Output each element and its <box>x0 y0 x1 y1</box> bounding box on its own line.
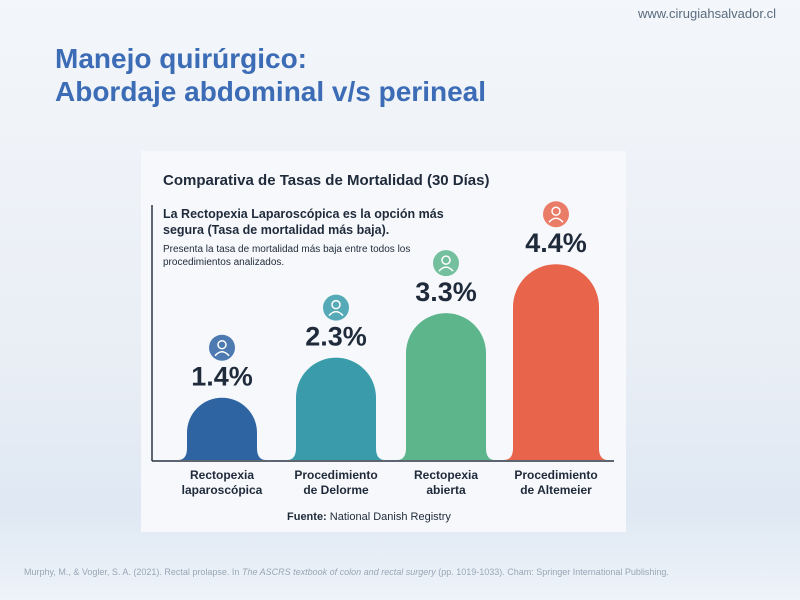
citation: Murphy, M., & Vogler, S. A. (2021). Rect… <box>24 567 669 577</box>
citation-text: (pp. 1019-1033). Cham: Springer Internat… <box>435 567 669 577</box>
icon <box>438 266 454 272</box>
x-tick-label: Rectopexia abierta <box>413 468 479 497</box>
icon <box>214 350 230 357</box>
icon <box>323 294 349 321</box>
bar <box>504 264 608 460</box>
icon <box>548 217 564 223</box>
value-label: 3.3% <box>415 277 477 307</box>
source-label: Fuente: <box>287 511 327 523</box>
icon <box>433 250 459 277</box>
chart-headline: La Rectopexia Laparoscópica es la opción… <box>163 207 444 237</box>
slide-title: Manejo quirúrgico: Abordaje abdominal v/… <box>55 42 486 108</box>
source: Fuente: National Danish Registry <box>287 511 451 523</box>
x-tick-label: Rectopexia laparoscópica <box>181 468 263 497</box>
icon <box>551 206 561 216</box>
icon <box>217 339 227 350</box>
icon <box>209 334 235 361</box>
icon <box>543 201 569 228</box>
value-label: 4.4% <box>525 228 587 258</box>
icon <box>331 299 341 310</box>
citation-text: Murphy, M., & Vogler, S. A. (2021). Rect… <box>24 567 242 577</box>
bar <box>397 313 495 460</box>
source-text: National Danish Registry <box>329 511 451 523</box>
icon <box>441 255 451 265</box>
bar <box>287 357 385 460</box>
x-tick-label: Procedimiento de Altemeier <box>514 468 598 497</box>
icon <box>328 310 344 317</box>
citation-title: The ASCRS textbook of colon and rectal s… <box>241 567 436 577</box>
x-tick-label: Procedimiento de Delorme <box>294 468 378 497</box>
bar <box>178 397 266 460</box>
value-label: 2.3% <box>305 322 367 352</box>
website: www.cirugiahsalvador.cl <box>637 6 776 21</box>
title-line: Abordaje abdominal v/s perineal <box>55 76 487 107</box>
chart-subtitle: Presenta la tasa de mortalidad más baja … <box>163 244 411 268</box>
chart-title: Comparativa de Tasas de Mortalidad (30 D… <box>163 172 490 189</box>
value-label: 1.4% <box>191 362 253 392</box>
title-line: Manejo quirúrgico: <box>55 43 307 74</box>
